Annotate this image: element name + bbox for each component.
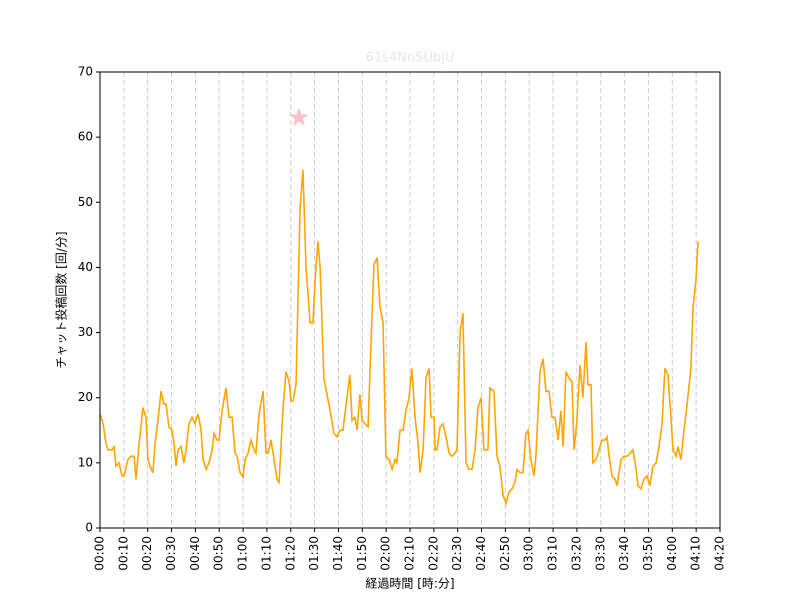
x-tick-label: 01:00	[236, 536, 250, 571]
x-tick-label: 00:10	[116, 536, 130, 571]
x-tick-label: 04:10	[689, 536, 703, 571]
y-tick-label: 20	[78, 390, 93, 404]
x-tick-label: 01:40	[331, 536, 345, 571]
y-tick-label: 40	[78, 260, 93, 274]
x-tick-label: 04:20	[713, 536, 727, 571]
y-tick-label: 30	[78, 325, 93, 339]
x-tick-label: 02:30	[450, 536, 464, 571]
y-tick-label: 0	[85, 521, 93, 535]
x-tick-label: 01:30	[307, 536, 321, 571]
x-tick-label: 03:10	[546, 536, 560, 571]
x-axis-label: 経過時間 [時:分]	[365, 577, 454, 591]
y-tick-label: 70	[78, 65, 93, 79]
x-tick-label: 02:00	[379, 536, 393, 571]
y-axis-label: チャット投稿回数 [回/分]	[54, 231, 69, 368]
y-tick-label: 50	[78, 195, 93, 209]
x-tick-label: 00:50	[212, 536, 226, 571]
x-tick-label: 03:50	[641, 536, 655, 571]
x-tick-label: 03:40	[617, 536, 631, 571]
x-tick-label: 02:50	[498, 536, 512, 571]
x-tick-label: 01:50	[355, 536, 369, 571]
x-tick-label: 02:20	[426, 536, 440, 571]
x-tick-label: 00:20	[140, 536, 154, 571]
x-tick-label: 01:20	[283, 536, 297, 571]
chart-title: 61s4NnSUbjU	[366, 51, 455, 66]
x-tick-label: 01:10	[259, 536, 273, 571]
x-tick-label: 00:00	[93, 536, 107, 571]
x-tick-label: 03:00	[522, 536, 536, 571]
x-tick-label: 04:00	[665, 536, 679, 571]
x-tick-label: 00:30	[164, 536, 178, 571]
y-tick-label: 60	[78, 130, 93, 144]
data-line	[99, 169, 699, 506]
x-tick-label: 03:30	[593, 536, 607, 571]
x-tick-label: 00:40	[188, 536, 202, 571]
x-tick-label: 02:10	[403, 536, 417, 571]
x-tick-label: 03:20	[569, 536, 583, 571]
plot-frame	[99, 71, 721, 529]
y-tick-label: 10	[78, 455, 93, 469]
star-marker	[289, 107, 309, 126]
x-tick-label: 02:40	[474, 536, 488, 571]
